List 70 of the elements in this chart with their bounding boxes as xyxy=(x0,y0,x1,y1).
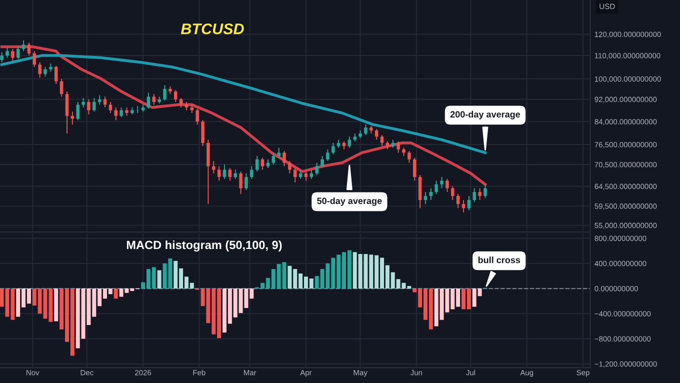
candlestick xyxy=(32,50,36,68)
annotation: bull cross xyxy=(478,256,520,264)
candlestick xyxy=(114,106,118,121)
candlestick xyxy=(206,139,210,204)
candlestick xyxy=(424,192,428,204)
candlestick xyxy=(163,84,166,102)
candlestick xyxy=(82,98,85,108)
candlestick xyxy=(234,169,237,180)
candlestick xyxy=(16,46,20,60)
candlestick xyxy=(478,188,482,200)
bar xyxy=(54,288,58,322)
candlestick xyxy=(429,188,433,200)
candlestick xyxy=(288,160,292,174)
candlestick xyxy=(277,147,280,158)
bar xyxy=(157,270,162,289)
candlestick xyxy=(260,157,264,170)
candlestick xyxy=(396,140,400,154)
candlestick xyxy=(434,180,438,194)
candlestick xyxy=(451,186,454,200)
candlestick xyxy=(152,94,156,106)
candlestick xyxy=(456,194,460,209)
bar xyxy=(114,288,118,299)
candlestick xyxy=(374,128,378,140)
candlestick xyxy=(11,48,14,62)
candlestick xyxy=(27,42,31,56)
candlestick xyxy=(65,90,69,134)
candlestick xyxy=(146,92,150,110)
candlestick xyxy=(326,148,330,162)
candlestick xyxy=(348,136,352,148)
candlestick xyxy=(412,157,416,182)
annotation: 50-day average xyxy=(317,197,382,206)
candlestick xyxy=(484,184,487,198)
annotation: 200-day average xyxy=(450,110,520,120)
candlestick xyxy=(440,176,444,189)
candlestick xyxy=(22,40,26,52)
candlestick xyxy=(44,66,47,77)
candlestick xyxy=(239,171,242,194)
candlestick xyxy=(6,47,9,58)
candlestick xyxy=(120,106,123,118)
line-series xyxy=(0,45,487,186)
candlestick xyxy=(364,124,368,136)
candlestick xyxy=(446,178,449,193)
candlestick xyxy=(60,78,64,98)
candlestick xyxy=(320,155,324,168)
candlestick xyxy=(244,172,248,191)
candlestick xyxy=(380,134,384,147)
candlestick xyxy=(54,65,58,84)
text: BTCUSD xyxy=(180,23,244,34)
candlestick xyxy=(38,62,42,78)
candlestick xyxy=(282,150,286,167)
candlestick xyxy=(174,90,178,102)
candlestick xyxy=(250,166,254,180)
candlestick xyxy=(196,108,199,126)
candlestick xyxy=(76,102,80,121)
candlestick xyxy=(472,188,476,202)
candlestick xyxy=(201,120,204,147)
candlestick xyxy=(332,142,335,155)
candlestick xyxy=(467,195,471,211)
candlestick xyxy=(108,102,112,114)
candlestick xyxy=(212,160,216,174)
text: MACD histogram (50,100, 9) xyxy=(126,240,282,252)
candlestick xyxy=(92,98,96,112)
candlestick xyxy=(0,52,4,63)
line-series xyxy=(0,54,487,154)
candlestick xyxy=(255,155,259,172)
candlestick xyxy=(418,174,422,209)
candlestick xyxy=(87,98,90,115)
candlestick xyxy=(315,162,318,176)
candlestick xyxy=(272,152,276,165)
candlestick xyxy=(408,150,411,164)
